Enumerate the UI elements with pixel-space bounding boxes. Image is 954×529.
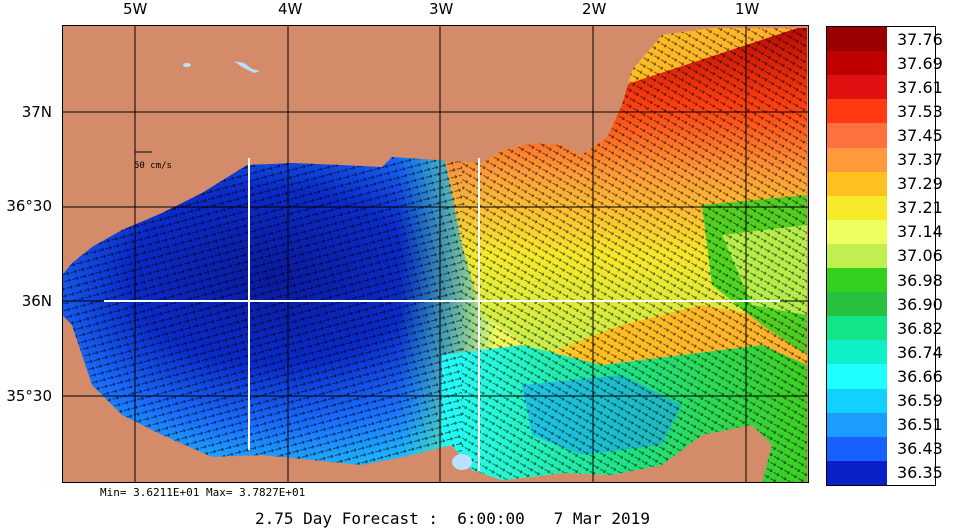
colorbar-row: 36.43 xyxy=(827,436,943,461)
colorbar-value: 37.45 xyxy=(897,125,943,145)
colorbar-value: 36.35 xyxy=(897,463,943,483)
colorbar-row: 37.76 xyxy=(827,27,943,52)
colorbar-value: 37.53 xyxy=(897,101,943,121)
lat-label-36n: 36N xyxy=(21,292,52,310)
forecast-footer: 2.75 Day Forecast : 6:00:00 7 Mar 2019 xyxy=(255,509,650,528)
colorbar-row: 36.51 xyxy=(827,412,943,437)
colorbar-row: 36.98 xyxy=(827,268,943,293)
lat-label-36-30: 36°30 xyxy=(6,197,52,215)
colorbar-row: 37.14 xyxy=(827,219,943,244)
lat-label-37n: 37N xyxy=(21,103,52,121)
colorbar: 37.76 37.69 37.61 37.53 37.45 37.37 37.29 37.21… xyxy=(826,26,943,486)
colorbar-row: 36.82 xyxy=(827,316,943,341)
colorbar-value: 36.98 xyxy=(897,270,943,290)
map-frame xyxy=(62,25,809,483)
colorbar-value: 36.59 xyxy=(897,391,943,411)
scale-label: 50 cm/s xyxy=(134,161,172,171)
lon-label-5w: 5W xyxy=(123,0,148,18)
colorbar-row: 37.37 xyxy=(827,147,943,172)
salinity-map xyxy=(62,25,809,483)
colorbar-value: 37.14 xyxy=(897,222,943,242)
lon-label-3w: 3W xyxy=(429,0,454,18)
colorbar-value: 37.06 xyxy=(897,246,943,266)
colorbar-value: 37.76 xyxy=(897,29,943,49)
colorbar-row: 36.35 xyxy=(827,460,943,485)
colorbar-row: 37.06 xyxy=(827,243,943,269)
colorbar-value: 37.69 xyxy=(897,53,943,73)
colorbar-value: 37.37 xyxy=(897,150,943,170)
colorbar-value: 37.21 xyxy=(897,198,943,218)
section-lines xyxy=(104,158,780,471)
colorbar-row: 37.21 xyxy=(827,195,943,220)
lon-label-1w: 1W xyxy=(735,0,760,18)
lake-1 xyxy=(183,63,191,67)
colorbar-value: 36.51 xyxy=(897,415,943,435)
colorbar-value: 37.29 xyxy=(897,174,943,194)
lake-2 xyxy=(234,61,260,73)
colorbar-row: 37.29 xyxy=(827,171,943,196)
colorbar-row: 36.59 xyxy=(827,388,943,413)
colorbar-row: 37.53 xyxy=(827,99,943,124)
colorbar-row: 37.69 xyxy=(827,51,943,76)
colorbar-value: 36.90 xyxy=(897,294,943,314)
colorbar-value: 37.61 xyxy=(897,77,943,97)
lon-label-4w: 4W xyxy=(278,0,303,18)
colorbar-value: 36.43 xyxy=(897,439,943,459)
colorbar-row: 36.90 xyxy=(827,292,943,317)
min-max-stats: Min= 3.6211E+01 Max= 3.7827E+01 xyxy=(100,486,306,499)
lon-label-2w: 2W xyxy=(582,0,607,18)
lagoon-south xyxy=(452,454,472,470)
colorbar-row: 36.66 xyxy=(827,364,943,389)
lat-label-35-30: 35°30 xyxy=(6,387,52,405)
colorbar-row: 36.74 xyxy=(827,340,943,365)
colorbar-row: 37.61 xyxy=(827,75,943,100)
colorbar-value: 36.74 xyxy=(897,342,943,362)
colorbar-row: 37.45 xyxy=(827,123,943,148)
colorbar-value: 36.66 xyxy=(897,367,943,387)
colorbar-value: 36.82 xyxy=(897,318,943,338)
